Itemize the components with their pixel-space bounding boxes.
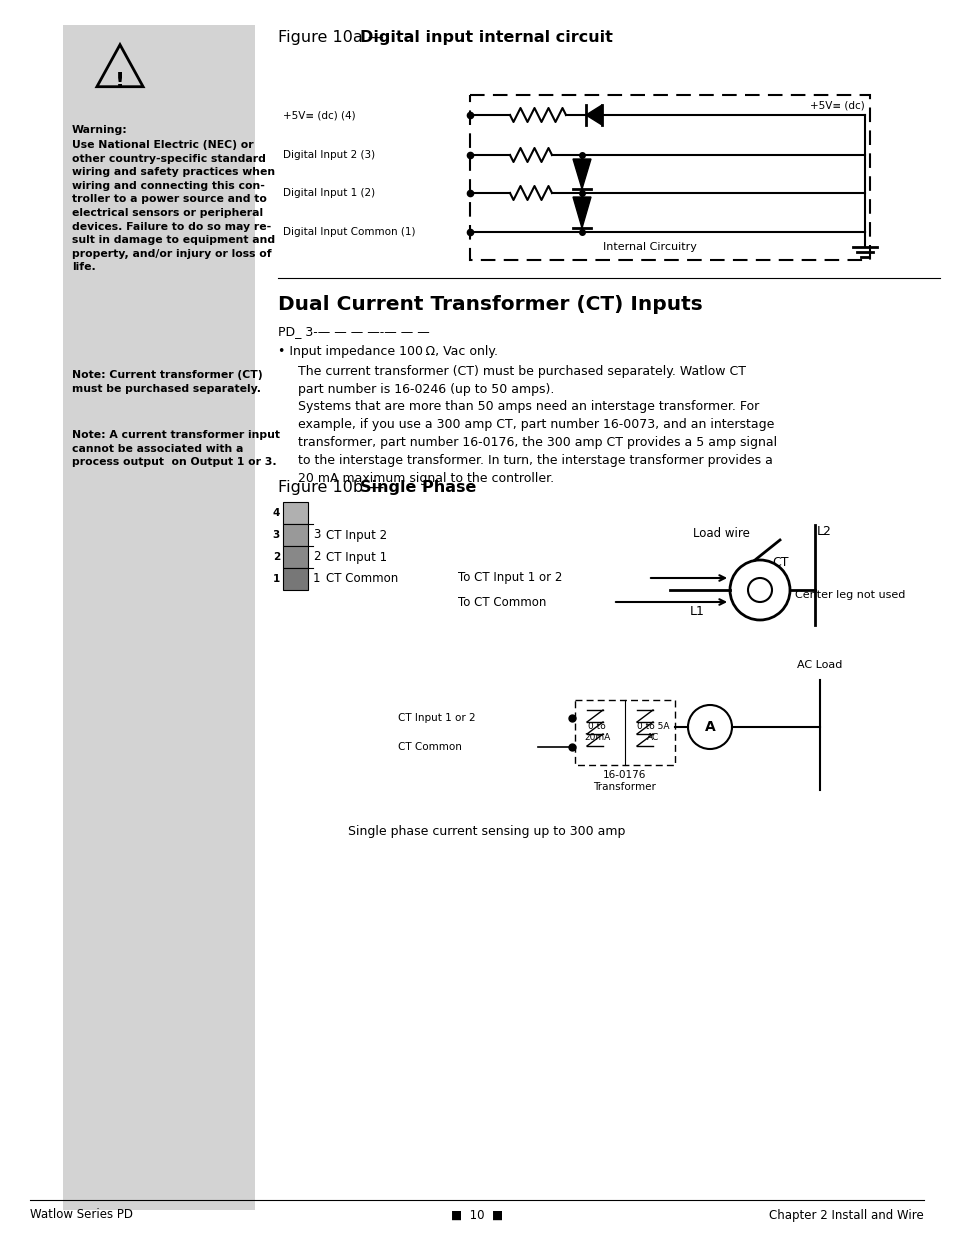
Text: Internal Circuitry: Internal Circuitry xyxy=(602,242,697,252)
Text: Note: A current transformer input
cannot be associated with a
process output  on: Note: A current transformer input cannot… xyxy=(71,430,280,467)
Text: +5V≡ (dc): +5V≡ (dc) xyxy=(809,100,863,110)
Text: PD_ 3-— — — —-— — —: PD_ 3-— — — —-— — — xyxy=(277,325,429,338)
Text: 3: 3 xyxy=(313,529,320,541)
Text: • Input impedance 100 Ω, Vac only.: • Input impedance 100 Ω, Vac only. xyxy=(277,345,497,358)
Bar xyxy=(283,568,308,590)
Text: Use National Electric (NEC) or
other country-specific standard
wiring and safety: Use National Electric (NEC) or other cou… xyxy=(71,140,274,273)
Bar xyxy=(283,546,308,568)
Text: To CT Common: To CT Common xyxy=(457,595,546,609)
Text: Figure 10a —: Figure 10a — xyxy=(277,30,389,44)
Bar xyxy=(470,95,869,261)
Text: 1: 1 xyxy=(313,573,320,585)
Text: ■  10  ■: ■ 10 ■ xyxy=(451,1209,502,1221)
Text: 0 to 5A
AC: 0 to 5A AC xyxy=(636,722,669,742)
Bar xyxy=(63,25,254,1210)
Text: 16-0176
Transformer: 16-0176 Transformer xyxy=(593,769,656,792)
Text: L1: L1 xyxy=(689,605,704,618)
Text: Digital Input 1 (2): Digital Input 1 (2) xyxy=(283,188,375,198)
Text: 1: 1 xyxy=(273,574,280,584)
Text: AC Load: AC Load xyxy=(797,659,841,671)
Text: CT Input 2: CT Input 2 xyxy=(326,529,387,541)
Circle shape xyxy=(687,705,731,748)
Text: Note: Current transformer (CT)
must be purchased separately.: Note: Current transformer (CT) must be p… xyxy=(71,370,262,394)
Text: Chapter 2 Install and Wire: Chapter 2 Install and Wire xyxy=(768,1209,923,1221)
Polygon shape xyxy=(573,198,590,228)
Text: Digital input internal circuit: Digital input internal circuit xyxy=(359,30,612,44)
Bar xyxy=(283,524,308,546)
Text: CT: CT xyxy=(771,556,788,568)
Text: Watlow Series PD: Watlow Series PD xyxy=(30,1209,132,1221)
Polygon shape xyxy=(585,105,601,125)
Text: !: ! xyxy=(114,72,125,91)
Bar xyxy=(283,501,308,524)
Text: To CT Input 1 or 2: To CT Input 1 or 2 xyxy=(457,572,561,584)
Text: Single Phase: Single Phase xyxy=(359,480,476,495)
Text: 2: 2 xyxy=(273,552,280,562)
Text: The current transformer (CT) must be purchased separately. Watlow CT
part number: The current transformer (CT) must be pur… xyxy=(297,366,745,396)
Text: A: A xyxy=(704,720,715,734)
Text: +5V≡ (dc) (4): +5V≡ (dc) (4) xyxy=(283,110,355,120)
Text: Digital Input 2 (3): Digital Input 2 (3) xyxy=(283,149,375,161)
Text: Digital Input Common (1): Digital Input Common (1) xyxy=(283,227,416,237)
Text: 3: 3 xyxy=(273,530,280,540)
Text: Figure 10b —: Figure 10b — xyxy=(277,480,389,495)
Text: L2: L2 xyxy=(816,525,831,538)
Text: Dual Current Transformer (CT) Inputs: Dual Current Transformer (CT) Inputs xyxy=(277,295,702,314)
Text: CT Input 1 or 2: CT Input 1 or 2 xyxy=(397,713,476,722)
Text: CT Common: CT Common xyxy=(326,573,397,585)
Polygon shape xyxy=(573,159,590,189)
Text: Single phase current sensing up to 300 amp: Single phase current sensing up to 300 a… xyxy=(348,825,625,839)
Text: Systems that are more than 50 amps need an interstage transformer. For
example, : Systems that are more than 50 amps need … xyxy=(297,400,777,485)
Text: CT Input 1: CT Input 1 xyxy=(326,551,387,563)
Text: CT Common: CT Common xyxy=(397,742,461,752)
Text: Center leg not used: Center leg not used xyxy=(794,590,904,600)
Text: 0 to
20mA: 0 to 20mA xyxy=(583,722,610,742)
Bar xyxy=(575,700,675,764)
Text: 2: 2 xyxy=(313,551,320,563)
Text: Warning:: Warning: xyxy=(71,125,128,135)
Text: Load wire: Load wire xyxy=(693,527,749,540)
Text: 4: 4 xyxy=(273,508,280,517)
